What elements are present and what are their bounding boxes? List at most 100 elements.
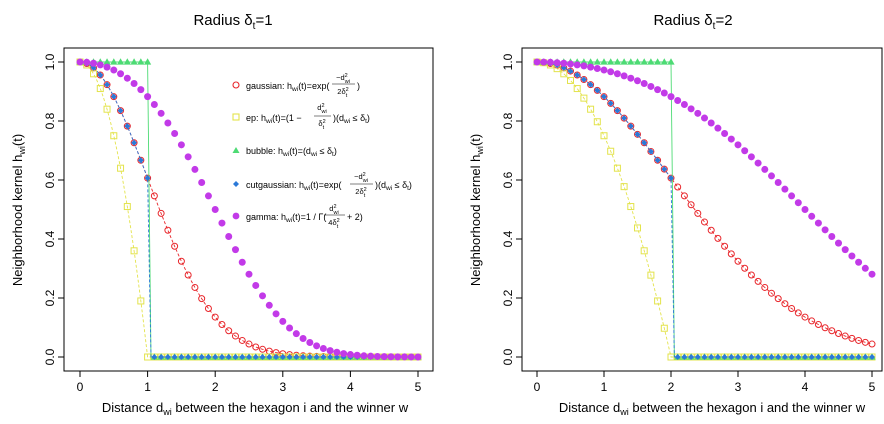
point-cutgaussian <box>574 71 581 78</box>
y-tick-label: 0.4 <box>43 230 57 247</box>
point-cutgaussian <box>252 354 259 360</box>
point-cutgaussian <box>781 354 788 360</box>
point-gamma <box>123 74 131 82</box>
point-gamma <box>198 179 206 187</box>
point-cutgaussian <box>661 166 668 173</box>
point-gamma <box>103 63 111 71</box>
legend-marker-bubble <box>232 147 240 153</box>
point-gamma <box>553 59 561 67</box>
svg-text:gamma: hwi(t)=1 / Γ(: gamma: hwi(t)=1 / Γ( <box>246 212 326 224</box>
series-bubble <box>533 58 876 360</box>
x-tick-label: 3 <box>279 380 286 394</box>
point-cutgaussian <box>835 354 842 360</box>
point-ep <box>593 118 601 126</box>
point-cutgaussian <box>607 100 614 107</box>
point-cutgaussian <box>668 175 674 182</box>
point-gamma <box>218 219 226 227</box>
point-gamma <box>714 124 722 132</box>
point-gamma <box>340 350 348 358</box>
point-ep <box>654 297 662 305</box>
point-gamma <box>380 353 388 361</box>
legend-item-gamma: gamma: hwi(t)=1 / Γ( d2 wi 4δ2 t + 2) <box>232 204 363 230</box>
point-ep <box>137 297 145 305</box>
point-cutgaussian <box>674 354 681 360</box>
x-tick-label: 5 <box>415 380 422 394</box>
legend-marker-ep <box>232 113 240 121</box>
point-cutgaussian <box>171 354 178 360</box>
point-gamma <box>117 70 125 78</box>
point-gaussian <box>225 327 233 335</box>
point-cutgaussian <box>848 354 855 360</box>
svg-text:)(dwi ≤ δt): )(dwi ≤ δt) <box>333 113 370 125</box>
point-cutgaussian <box>775 354 782 360</box>
point-gamma <box>593 64 601 72</box>
point-gamma <box>130 79 138 87</box>
point-gamma <box>333 348 341 356</box>
point-gamma <box>634 77 641 85</box>
x-tick-label: 2 <box>212 380 219 394</box>
point-gamma <box>607 68 615 76</box>
point-bubble <box>130 58 138 65</box>
svg-text:+ 2): + 2) <box>347 212 363 222</box>
point-gamma <box>861 264 869 272</box>
point-gaussian <box>259 345 267 353</box>
legend-item-bubble: bubble: hwi(t)=(dwi ≤ δt) <box>232 146 337 158</box>
point-cutgaussian <box>191 354 198 360</box>
point-gamma <box>781 185 789 193</box>
point-ep <box>573 85 581 93</box>
point-gaussian <box>721 242 729 250</box>
y-tick-label: 0.6 <box>43 171 57 188</box>
point-cutgaussian <box>627 123 634 130</box>
point-gaussian <box>768 289 775 297</box>
point-gamma <box>788 192 796 200</box>
point-ep <box>647 271 655 279</box>
point-cutgaussian <box>795 354 802 360</box>
x-tick-label: 4 <box>347 380 354 394</box>
y-tick-label: 0.0 <box>43 348 57 365</box>
x-tick-label: 3 <box>735 380 742 394</box>
point-bubble <box>587 58 595 65</box>
point-cutgaussian <box>641 139 648 146</box>
point-cutgaussian <box>266 354 273 360</box>
y-tick-label: 0.6 <box>501 171 515 188</box>
point-gamma <box>211 206 219 213</box>
svg-text:cutgaussian: hwi(t)=exp(: cutgaussian: hwi(t)=exp( <box>246 180 341 192</box>
point-cutgaussian <box>110 93 117 100</box>
x-tick-label: 0 <box>77 380 84 394</box>
point-gamma <box>286 324 294 332</box>
point-cutgaussian <box>808 354 815 360</box>
point-gamma <box>164 119 172 127</box>
point-gamma <box>835 239 842 247</box>
point-gamma <box>687 105 695 113</box>
legend: gaussian: hwi(t)=exp( −d2 wi 2δ2 t ) ep: h… <box>232 73 412 230</box>
point-cutgaussian <box>567 68 574 75</box>
point-gamma <box>360 352 368 360</box>
point-cutgaussian <box>158 354 165 360</box>
point-gamma <box>546 58 554 66</box>
point-ep <box>627 203 635 211</box>
point-gamma <box>620 72 628 80</box>
point-bubble <box>144 58 152 65</box>
point-gamma <box>387 353 395 361</box>
point-cutgaussian <box>788 354 795 360</box>
plot-frame <box>63 47 434 372</box>
point-bubble <box>137 58 145 65</box>
point-cutgaussian <box>246 354 252 360</box>
point-gamma <box>171 130 179 138</box>
point-ep <box>600 132 608 140</box>
point-cutgaussian <box>104 81 111 88</box>
point-gaussian <box>191 283 199 291</box>
point-gaussian <box>794 309 802 317</box>
point-gaussian <box>868 340 876 348</box>
point-gaussian <box>171 242 179 250</box>
y-tick-label: 0.0 <box>501 348 515 365</box>
point-gaussian <box>252 343 260 351</box>
point-gamma <box>828 233 836 241</box>
point-gamma <box>400 353 408 361</box>
point-gaussian <box>788 304 796 312</box>
point-bubble <box>116 58 125 65</box>
point-gaussian <box>861 338 869 346</box>
